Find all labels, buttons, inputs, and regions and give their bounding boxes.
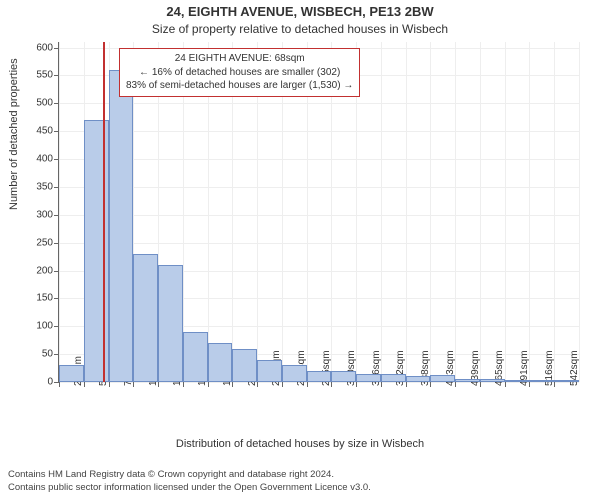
histogram-bar xyxy=(257,360,282,382)
annotation-line: 83% of semi-detached houses are larger (… xyxy=(126,79,353,93)
histogram-bar xyxy=(331,371,356,382)
ytick-label: 150 xyxy=(3,293,53,304)
xtick-mark xyxy=(406,382,407,387)
gridline-h xyxy=(59,215,579,216)
xtick-mark xyxy=(208,382,209,387)
ytick-label: 0 xyxy=(3,377,53,388)
histogram-bar xyxy=(183,332,208,382)
chart-title-line2: Size of property relative to detached ho… xyxy=(0,22,600,36)
annotation-line: ← 16% of detached houses are smaller (30… xyxy=(126,66,353,80)
gridline-h xyxy=(59,187,579,188)
histogram-bar xyxy=(59,365,84,382)
histogram-bar xyxy=(232,349,257,382)
ytick-label: 100 xyxy=(3,321,53,332)
xtick-mark xyxy=(232,382,233,387)
gridline-v xyxy=(59,42,60,382)
xtick-mark xyxy=(282,382,283,387)
xtick-mark xyxy=(554,382,555,387)
histogram-bar xyxy=(455,379,480,382)
gridline-v xyxy=(480,42,481,382)
histogram-bar xyxy=(109,70,134,382)
xtick-mark xyxy=(307,382,308,387)
xtick-mark xyxy=(59,382,60,387)
gridline-v xyxy=(579,42,580,382)
histogram-bar xyxy=(356,374,381,382)
gridline-v xyxy=(430,42,431,382)
ytick-label: 300 xyxy=(3,209,53,220)
property-marker-line xyxy=(103,42,105,382)
histogram-bar xyxy=(208,343,233,382)
gridline-v xyxy=(529,42,530,382)
xtick-mark xyxy=(430,382,431,387)
histogram-bar xyxy=(430,375,455,382)
gridline-h xyxy=(59,159,579,160)
histogram-bar xyxy=(406,376,431,382)
footer-attribution: Contains HM Land Registry data © Crown c… xyxy=(8,469,592,494)
annotation-box: 24 EIGHTH AVENUE: 68sqm← 16% of detached… xyxy=(119,48,360,97)
histogram-bar xyxy=(529,380,554,382)
histogram-bar xyxy=(480,379,505,382)
gridline-h xyxy=(59,131,579,132)
xtick-mark xyxy=(356,382,357,387)
ytick-label: 600 xyxy=(3,42,53,53)
ytick-label: 350 xyxy=(3,181,53,192)
gridline-v xyxy=(554,42,555,382)
chart-title-line1: 24, EIGHTH AVENUE, WISBECH, PE13 2BW xyxy=(0,4,600,19)
gridline-v xyxy=(406,42,407,382)
gridline-h xyxy=(59,103,579,104)
histogram-bar xyxy=(158,265,183,382)
histogram-bar xyxy=(381,374,406,382)
ytick-label: 200 xyxy=(3,265,53,276)
xtick-mark xyxy=(183,382,184,387)
footer-line2: Contains public sector information licen… xyxy=(8,482,592,494)
xtick-mark xyxy=(158,382,159,387)
plot-area: 05010015020025030035040045050055060027sq… xyxy=(58,42,579,383)
xtick-mark xyxy=(529,382,530,387)
ytick-label: 250 xyxy=(3,237,53,248)
xtick-mark xyxy=(455,382,456,387)
histogram-bar xyxy=(307,371,332,382)
xtick-mark xyxy=(381,382,382,387)
ytick-label: 550 xyxy=(3,70,53,81)
histogram-bar xyxy=(505,380,530,382)
histogram-bar xyxy=(554,380,579,382)
xtick-mark xyxy=(505,382,506,387)
ytick-label: 500 xyxy=(3,98,53,109)
ytick-label: 400 xyxy=(3,154,53,165)
xtick-mark xyxy=(480,382,481,387)
xtick-mark xyxy=(109,382,110,387)
x-axis-title: Distribution of detached houses by size … xyxy=(0,438,600,450)
histogram-bar xyxy=(133,254,158,382)
xtick-mark xyxy=(331,382,332,387)
gridline-v xyxy=(381,42,382,382)
gridline-v xyxy=(455,42,456,382)
ytick-label: 450 xyxy=(3,126,53,137)
xtick-mark xyxy=(84,382,85,387)
xtick-mark xyxy=(133,382,134,387)
histogram-bar xyxy=(282,365,307,382)
gridline-v xyxy=(505,42,506,382)
annotation-line: 24 EIGHTH AVENUE: 68sqm xyxy=(126,52,353,66)
xtick-mark xyxy=(257,382,258,387)
ytick-label: 50 xyxy=(3,349,53,360)
gridline-h xyxy=(59,243,579,244)
footer-line1: Contains HM Land Registry data © Crown c… xyxy=(8,469,592,481)
